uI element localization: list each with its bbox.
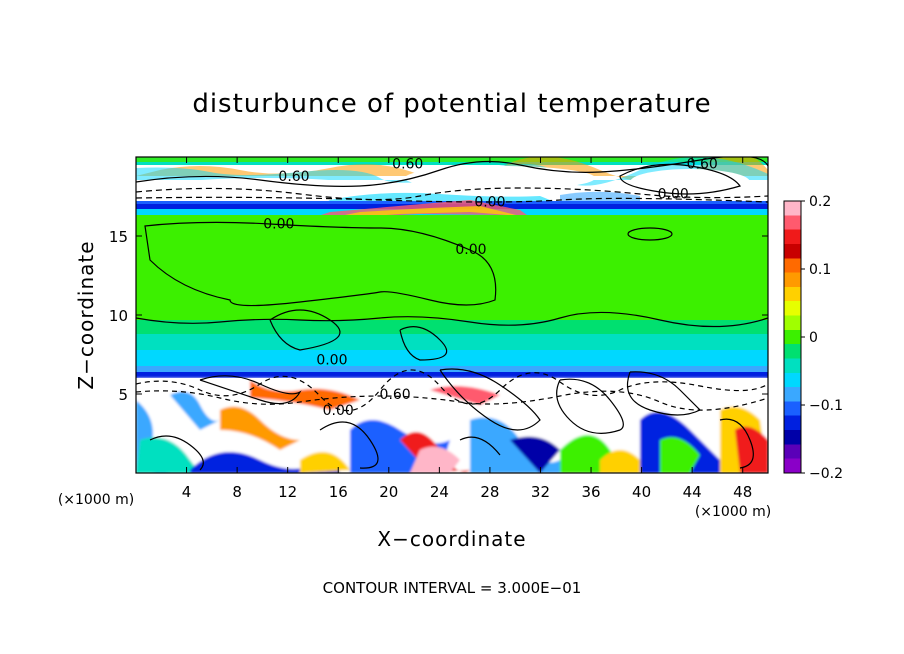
x-tick-label: 24 xyxy=(430,483,449,501)
chart-title: disturbunce of potential temperature xyxy=(192,89,711,119)
colorbar-tick-label: 0.1 xyxy=(809,262,831,278)
contour-label: 0.60 xyxy=(278,169,309,185)
x-tick-label: 40 xyxy=(632,483,651,501)
lower-turbulence xyxy=(136,378,768,473)
x-tick-label: 8 xyxy=(232,483,242,501)
y-axis-label: Z−coordinate xyxy=(74,240,98,389)
x-unit-label: (×1000 m) xyxy=(695,504,771,520)
contour-label-layer: 0.60 0.60 0.60 0.00 0.00 0.00 0.00 0.60 0.00 0.00 xyxy=(263,156,718,419)
x-axis: 4 8 12 16 20 24 28 32 36 40 44 48 xyxy=(182,157,752,501)
colorbar-tick-label: 0.2 xyxy=(809,194,831,210)
x-tick-label: 32 xyxy=(531,483,550,501)
contour-label: 0.00 xyxy=(474,194,505,210)
colorbar: 0.2 0.1 0 −0.1 −0.2 xyxy=(783,194,843,482)
tropopause-band xyxy=(136,200,768,228)
contour-label: 0.60 xyxy=(687,156,718,172)
contour-interval-annotation: CONTOUR INTERVAL = 3.000E−01 xyxy=(323,579,582,597)
x-tick-label: 44 xyxy=(683,483,702,501)
green-region xyxy=(136,215,768,325)
contour-lines xyxy=(136,157,768,471)
x-tick-label: 28 xyxy=(480,483,499,501)
y-axis: 5 10 15 xyxy=(109,228,768,404)
colorbar-tick-label: −0.2 xyxy=(809,466,843,482)
contour-label: 0.00 xyxy=(323,403,354,419)
upper-band xyxy=(136,157,768,206)
x-tick-label: 16 xyxy=(329,483,348,501)
colorbar-fill xyxy=(784,201,801,473)
y-tick-label: 10 xyxy=(109,307,128,325)
x-axis-label: X−coordinate xyxy=(377,527,526,551)
y-tick-label: 5 xyxy=(118,386,128,404)
x-tick-label: 12 xyxy=(278,483,297,501)
contour-label: 0.00 xyxy=(455,242,486,258)
contour-label: 0.00 xyxy=(658,187,689,203)
contour-label: 0.00 xyxy=(316,352,347,368)
contour-label: 0.60 xyxy=(392,156,423,172)
contour-label: 0.60 xyxy=(380,387,411,403)
colorbar-tick-label: −0.1 xyxy=(809,398,843,414)
colorbar-ticks: 0.2 0.1 0 −0.1 −0.2 xyxy=(801,194,843,482)
x-tick-label: 4 xyxy=(182,483,192,501)
y-tick-label: 15 xyxy=(109,228,128,246)
contour-label: 0.00 xyxy=(263,217,294,233)
x-tick-label: 36 xyxy=(581,483,600,501)
x-tick-label: 20 xyxy=(379,483,398,501)
plot-area: 0.60 0.60 0.60 0.00 0.00 0.00 0.00 0.60 0.00 0.00 xyxy=(136,156,768,473)
x-tick-label: 48 xyxy=(733,483,752,501)
colorbar-tick-label: 0 xyxy=(809,330,818,346)
y-unit-label: (×1000 m) xyxy=(58,492,134,508)
